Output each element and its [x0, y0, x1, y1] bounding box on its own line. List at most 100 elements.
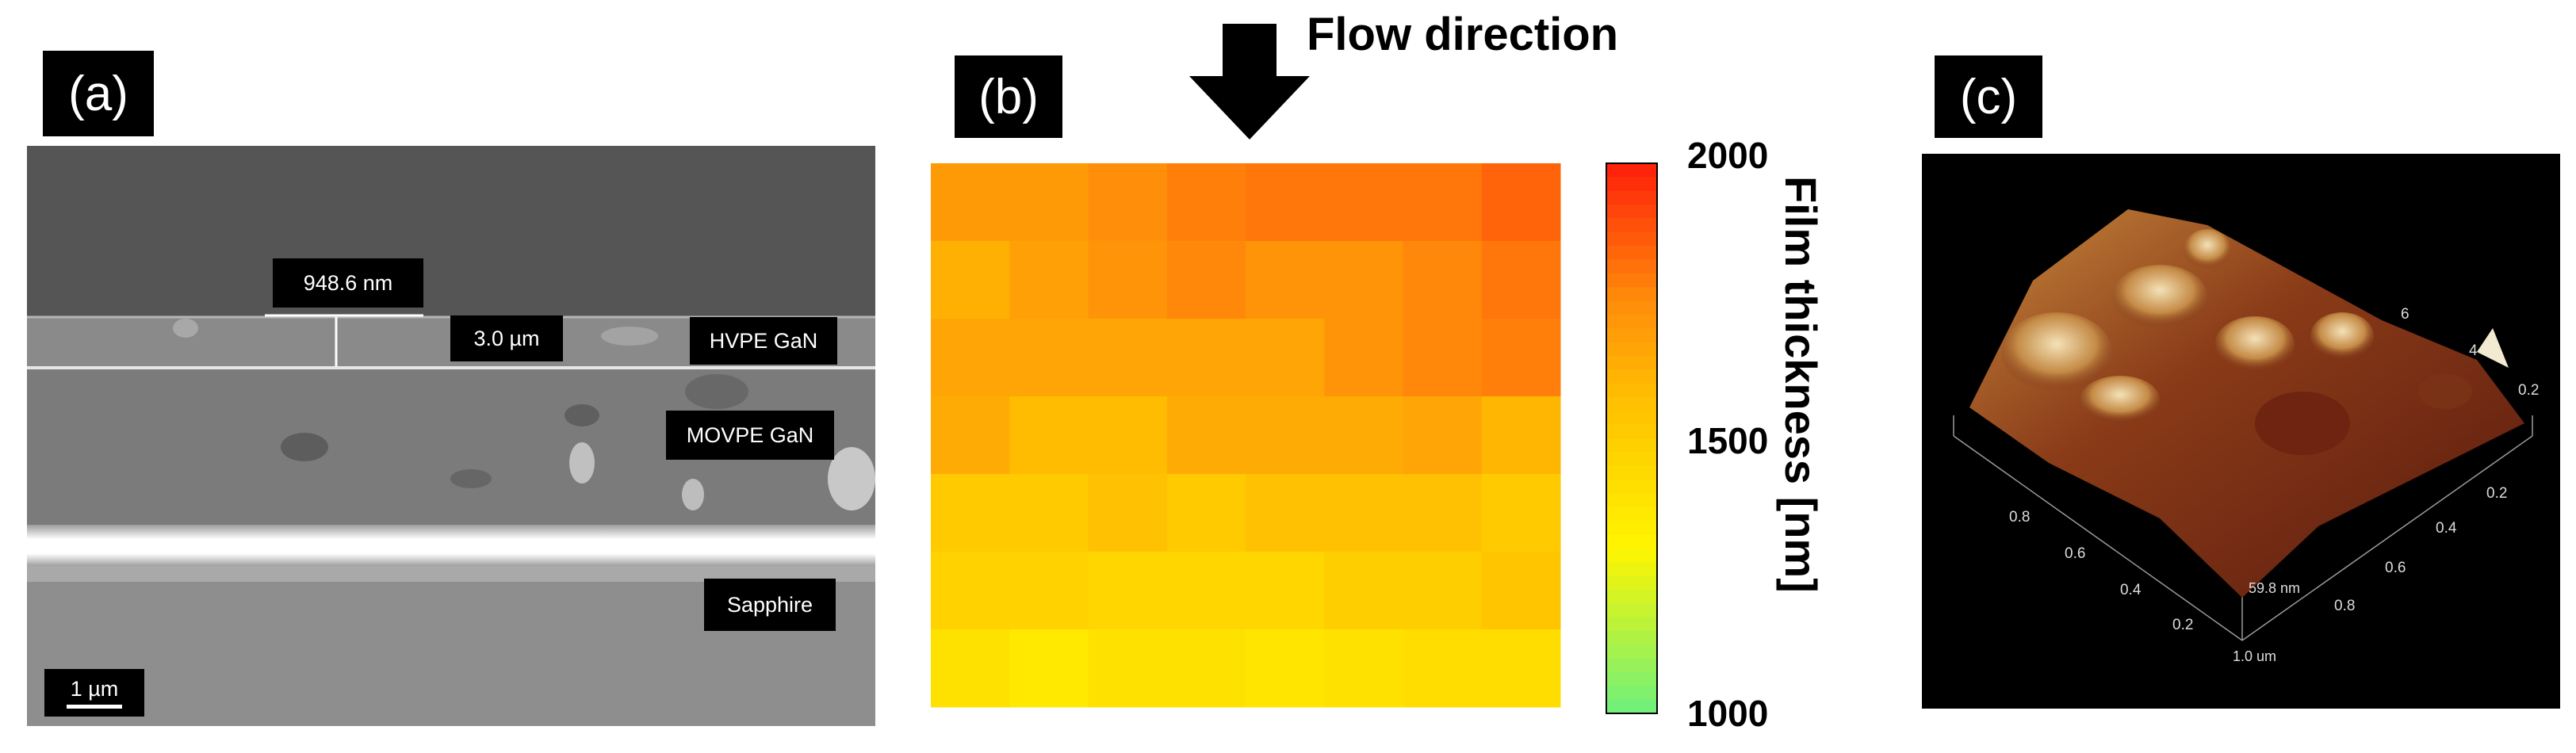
colorbar-step-39: [1606, 699, 1657, 714]
colorbar-step-7: [1606, 259, 1657, 274]
sem-cross-section-image: 948.6 nm 3.0 µm HVPE GaN MOVPE GaN Sapph…: [27, 146, 875, 726]
heatmap-cell-r4-c7: [1481, 474, 1561, 552]
heatmap-cell-r5-c5: [1324, 552, 1403, 630]
afm-left-tick-1: 0.6: [2065, 545, 2086, 562]
colorbar-step-26: [1606, 521, 1657, 536]
afm-right-tick-3: 0.8: [2334, 598, 2356, 614]
panel-a-label: (a): [43, 51, 154, 136]
colorbar-step-37: [1606, 671, 1657, 686]
sem-movpe-gan-label: MOVPE GaN: [666, 411, 834, 460]
colorbar-step-32: [1606, 603, 1657, 618]
sem-scale-bar-text: 1 µm: [70, 677, 119, 701]
heatmap-cell-r1-c5: [1324, 241, 1403, 319]
colorbar-step-21: [1606, 452, 1657, 467]
colorbar-step-20: [1606, 438, 1657, 453]
sem-top-measurement: 948.6 nm: [273, 258, 423, 308]
sem-hvpe-gan-label: HVPE GaN: [690, 317, 837, 365]
heatmap-cell-r1-c4: [1246, 241, 1325, 319]
heatmap-cell-r2-c7: [1481, 319, 1561, 397]
afm-left-tick-3: 0.2: [2172, 617, 2194, 633]
heatmap-cell-r2-c4: [1246, 319, 1325, 397]
afm-z-scale-label: 59.8 nm: [2249, 580, 2301, 596]
heatmap-cell-r5-c4: [1246, 552, 1325, 630]
colorbar-step-27: [1606, 534, 1657, 549]
afm-back-tick-0: 6: [2401, 306, 2409, 323]
flow-direction-arrow: [1189, 24, 1310, 140]
afm-graphic: [1953, 209, 2533, 641]
colorbar-tick-1000: 1000: [1687, 693, 1768, 734]
afm-right-tick-1: 0.4: [2436, 520, 2457, 537]
colorbar-step-22: [1606, 465, 1657, 480]
heatmap-cell-r3-c1: [1009, 396, 1089, 475]
colorbar: [1606, 162, 1658, 714]
colorbar-step-38: [1606, 686, 1657, 701]
colorbar-step-16: [1606, 383, 1657, 398]
sem-scale-bar-line: [67, 705, 122, 709]
heatmap-cell-r1-c7: [1481, 241, 1561, 319]
heatmap-cell-r3-c2: [1088, 396, 1168, 475]
afm-left-tick-2: 0.4: [2120, 582, 2142, 598]
colorbar-step-30: [1606, 575, 1657, 591]
sem-scale-bar: 1 µm: [44, 669, 144, 717]
colorbar-step-4: [1606, 218, 1657, 233]
heatmap-cell-r2-c3: [1166, 319, 1246, 397]
colorbar-step-35: [1606, 644, 1657, 659]
heatmap-cell-r4-c6: [1403, 474, 1483, 552]
afm-corner-label: 1.0 um: [2233, 648, 2277, 664]
heatmap-cell-r3-c3: [1166, 396, 1246, 475]
colorbar-title: Film thickness [nm]: [1776, 176, 1826, 593]
heatmap-cell-r4-c2: [1088, 474, 1168, 552]
heatmap-cell-r4-c0: [931, 474, 1010, 552]
heatmap-cell-r5-c1: [1009, 552, 1089, 630]
heatmap-cell-r5-c2: [1088, 552, 1168, 630]
heatmap-cell-r1-c1: [1009, 241, 1089, 319]
heatmap-cell-r0-c2: [1088, 163, 1168, 242]
heatmap-cell-r0-c0: [931, 163, 1010, 242]
colorbar-step-12: [1606, 328, 1657, 343]
colorbar-tick-2000: 2000: [1687, 135, 1768, 176]
heatmap-cell-r3-c4: [1246, 396, 1325, 475]
heatmap-cell-r0-c5: [1324, 163, 1403, 242]
afm-right-tick-0: 0.2: [2486, 485, 2508, 502]
heatmap-cell-r1-c6: [1403, 241, 1483, 319]
heatmap-cell-r0-c3: [1166, 163, 1246, 242]
colorbar-step-19: [1606, 424, 1657, 439]
heatmap-cell-r5-c6: [1403, 552, 1483, 630]
heatmap-cell-r6-c1: [1009, 629, 1089, 708]
heatmap-cell-r6-c3: [1166, 629, 1246, 708]
heatmap-cell-r3-c7: [1481, 396, 1561, 475]
colorbar-step-36: [1606, 658, 1657, 673]
afm-left-tick-0: 0.8: [2009, 509, 2031, 526]
afm-right-tick-2: 0.6: [2385, 560, 2406, 576]
colorbar-step-24: [1606, 493, 1657, 508]
colorbar-step-34: [1606, 630, 1657, 645]
heatmap-cell-r6-c7: [1481, 629, 1561, 708]
colorbar-step-25: [1606, 506, 1657, 522]
colorbar-step-18: [1606, 411, 1657, 426]
afm-back-tick-2: 0.2: [2518, 382, 2540, 399]
colorbar-step-28: [1606, 548, 1657, 563]
heatmap-cell-r1-c3: [1166, 241, 1246, 319]
heatmap-cell-r6-c2: [1088, 629, 1168, 708]
afm-back-tick-1: 4: [2469, 342, 2478, 359]
colorbar-step-31: [1606, 589, 1657, 604]
heatmap-cell-r5-c3: [1166, 552, 1246, 630]
heatmap-cell-r4-c1: [1009, 474, 1089, 552]
colorbar-step-15: [1606, 369, 1657, 384]
colorbar-step-1: [1606, 177, 1657, 192]
panel-c-label: (c): [1935, 55, 2042, 138]
colorbar-step-10: [1606, 300, 1657, 315]
colorbar-border: [1606, 162, 1658, 714]
heatmap-cell-r3-c5: [1324, 396, 1403, 475]
heatmap-cell-r1-c0: [931, 241, 1010, 319]
heatmap-cell-r2-c2: [1088, 319, 1168, 397]
colorbar-step-11: [1606, 314, 1657, 329]
afm-3d-topography-image: 0.8 0.6 0.4 0.2 0.2 0.4 0.6 0.8 6 4 0.2 …: [1922, 154, 2560, 709]
colorbar-step-2: [1606, 190, 1657, 205]
heatmap-cell-r5-c7: [1481, 552, 1561, 630]
colorbar-step-0: [1606, 163, 1657, 178]
heatmap-cell-r4-c5: [1324, 474, 1403, 552]
heatmap-cell-r3-c0: [931, 396, 1010, 475]
heatmap-cell-r5-c0: [931, 552, 1010, 630]
